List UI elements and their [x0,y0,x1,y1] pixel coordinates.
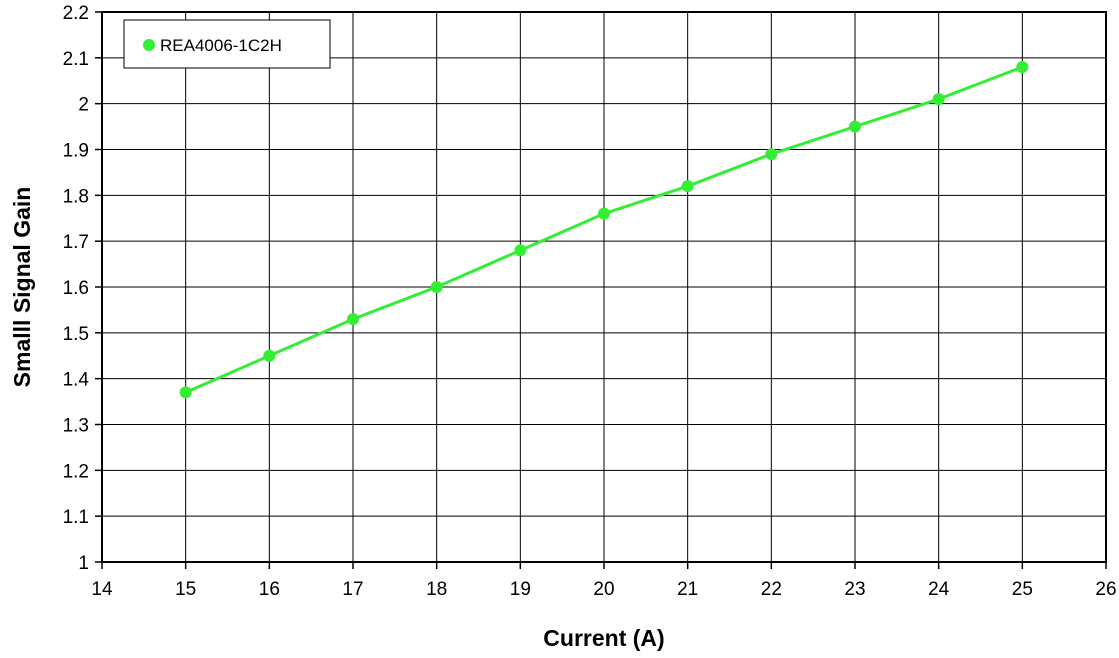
x-tick-labels: 14 15 16 17 18 19 20 21 22 23 24 25 26 [91,579,1116,600]
data-point [681,180,694,193]
y-tick-label: 1.6 [63,278,89,299]
data-point [430,281,443,293]
legend-label: REA4006-1C2H [160,36,282,55]
series-layer [179,61,1029,399]
data-point [263,349,276,362]
x-tick-label: 17 [342,579,363,600]
x-tick-label: 14 [91,579,113,600]
y-tick-label: 1.5 [63,324,89,345]
data-point [849,120,861,133]
y-tick-label: 1.2 [63,461,89,482]
x-axis-title: Current (A) [543,625,664,651]
data-point [765,148,778,161]
data-point [347,313,359,326]
y-tick-label: 2 [78,95,89,116]
y-tick-label: 1.8 [63,186,89,207]
data-point [514,244,527,257]
legend-box [123,19,331,69]
x-tick-label: 24 [928,579,950,600]
grid-lines [101,11,1107,563]
x-tick-label: 18 [426,579,447,600]
y-tick-label: 2.1 [63,49,89,70]
legend: REA4006-1C2H [123,19,331,69]
data-point [598,207,610,220]
y-tick-label: 1.4 [63,370,90,391]
x-tick-label: 23 [844,579,865,600]
tick-marks [95,11,1107,569]
data-point [1016,61,1029,73]
y-tick-label: 1.3 [63,416,89,437]
x-tick-label: 22 [761,579,782,600]
y-tick-label: 1.7 [63,232,89,253]
y-tick-label: 1 [78,553,89,574]
y-tick-label: 1.9 [63,141,89,162]
y-axis-title: Smalll Signal Gain [9,187,35,388]
legend-marker [143,39,155,51]
x-tick-label: 20 [593,579,614,600]
data-point [179,386,192,399]
y-tick-label: 1.1 [63,507,89,528]
x-tick-label: 21 [677,579,698,600]
x-tick-label: 25 [1012,579,1033,600]
x-tick-label: 15 [175,579,196,600]
data-point [932,93,945,106]
x-tick-label: 19 [510,579,531,600]
x-tick-label: 16 [259,579,280,600]
y-tick-label: 2.2 [63,3,89,24]
x-tick-label: 26 [1095,579,1116,600]
y-tick-labels: 1 1.1 1.2 1.3 1.4 1.5 1.6 1.7 1.8 1.9 2 2.1 2.2 [63,3,90,574]
